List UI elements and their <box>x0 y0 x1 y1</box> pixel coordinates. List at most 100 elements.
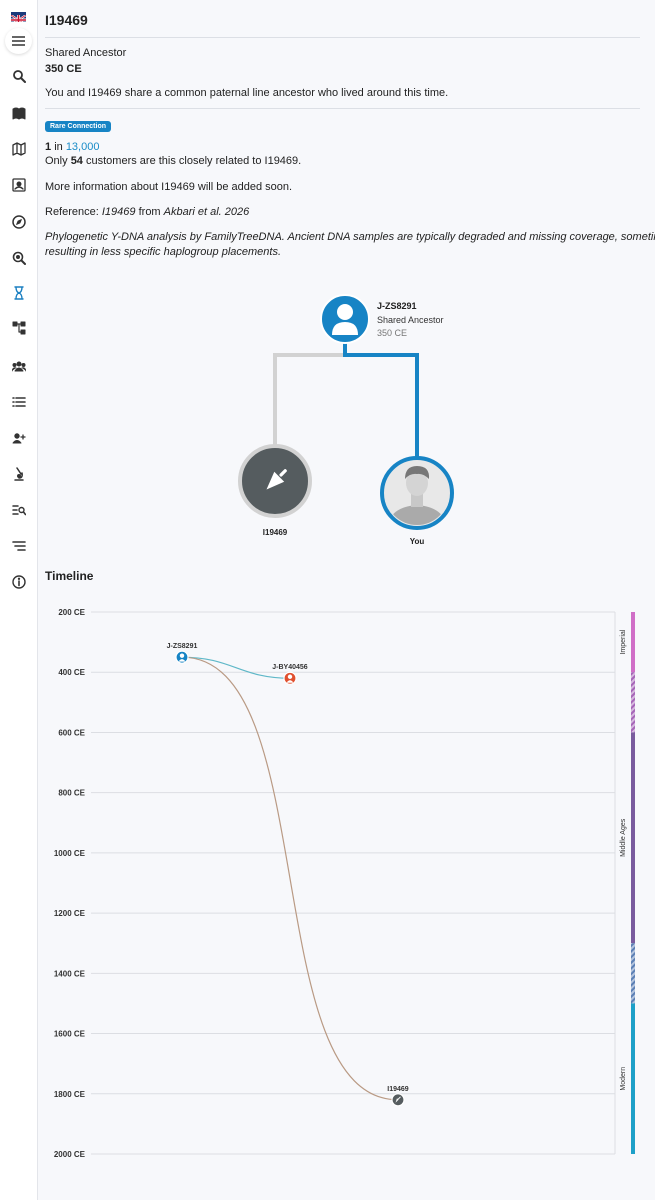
timeline-node[interactable]: J-BY40456 <box>272 664 308 685</box>
search-icon <box>13 70 26 83</box>
rare-connection-badge: Rare Connection <box>45 121 112 132</box>
ancestor-node[interactable] <box>320 294 370 344</box>
timeline-tick-label: 600 CE <box>58 728 85 737</box>
sidebar-portrait-button[interactable] <box>9 175 29 195</box>
rarity-ratio: 1 in 13,000 <box>45 141 99 153</box>
timeline-title: Timeline <box>45 569 94 583</box>
sort-icon <box>12 541 26 551</box>
reference-sample: I19469 <box>101 206 136 218</box>
portrait-icon <box>12 178 26 192</box>
menu-button[interactable] <box>5 28 32 54</box>
timeline-tick-label: 1400 CE <box>54 969 86 978</box>
timeline-link <box>181 656 291 679</box>
trowel-icon <box>266 469 287 490</box>
customers-count-text: Only 54 customers are this closely relat… <box>45 155 301 167</box>
group-icon <box>12 361 26 372</box>
sidebar-list-button[interactable] <box>9 392 29 412</box>
sidebar-group-button[interactable] <box>9 356 29 376</box>
timeline-tick-label: 2000 CE <box>54 1150 86 1159</box>
ratio-value: 13,000 <box>65 141 100 153</box>
sidebar-microscope-button[interactable] <box>9 464 29 484</box>
you-label: You <box>410 537 425 546</box>
ancestor-label: Shared Ancestor <box>377 315 444 325</box>
sidebar-search-button[interactable] <box>9 66 29 86</box>
era-bar[interactable] <box>631 672 635 733</box>
era-label: Imperial <box>620 629 627 654</box>
person-icon <box>286 674 294 683</box>
relationship-tree: J-ZS8291 Shared Ancestor 350 CE I19469 <box>238 294 454 546</box>
sample-label: I19469 <box>263 528 288 537</box>
ratio-in: in <box>54 141 63 153</box>
era-bar[interactable] <box>631 943 635 1004</box>
reference-mid: from <box>138 206 161 218</box>
divider <box>45 108 640 109</box>
phylo-text-line2: resulting in less specific haplogroup pl… <box>45 246 282 258</box>
list-icon <box>12 397 26 407</box>
book-icon <box>12 107 26 120</box>
ratio-prefix: 1 <box>45 141 52 153</box>
reference-prefix: Reference: <box>45 206 99 218</box>
era-bar[interactable] <box>631 612 635 673</box>
sidebar-search-list-button[interactable] <box>9 500 29 520</box>
reference-text: Reference: I19469 from Akbari et al. 202… <box>45 206 249 218</box>
timeline-tick-label: 800 CE <box>58 789 85 798</box>
timeline-tick-label: 200 CE <box>58 608 85 617</box>
timeline-tick-label: 1800 CE <box>54 1090 86 1099</box>
era-label: Middle Ages <box>620 818 627 857</box>
shared-ancestor-date: 350 CE <box>45 63 82 75</box>
shared-ancestor-description: You and I19469 share a common paternal l… <box>45 87 449 99</box>
timeline-node[interactable]: J-ZS8291 <box>167 643 198 664</box>
trowel-icon <box>395 1096 401 1103</box>
timeline-node[interactable]: I19469 <box>387 1086 409 1107</box>
sidebar-info-button[interactable] <box>9 572 29 592</box>
right-branch-line <box>343 343 419 460</box>
timeline-tick-label: 1600 CE <box>54 1030 86 1039</box>
phylo-text-line1: Phylogenetic Y-DNA analysis by FamilyTre… <box>45 231 655 243</box>
uk-flag-icon[interactable] <box>11 12 26 22</box>
sample-node[interactable] <box>238 444 312 518</box>
compass-icon <box>12 215 26 229</box>
people-icon <box>12 433 26 444</box>
sidebar-book-button[interactable] <box>9 103 29 123</box>
person-icon <box>332 304 358 335</box>
sidebar-sort-button[interactable] <box>9 536 29 556</box>
ancestor-name: J-ZS8291 <box>377 301 417 311</box>
sidebar-hourglass-button[interactable] <box>9 283 29 303</box>
sidebar-compass-button[interactable] <box>9 212 29 232</box>
timeline-tick-label: 1000 CE <box>54 849 86 858</box>
divider <box>45 37 640 38</box>
timeline-tick-label: 400 CE <box>58 668 85 677</box>
sidebar <box>0 0 38 1200</box>
left-branch-line <box>273 343 347 448</box>
search-list-icon <box>12 505 26 516</box>
timeline-node-label: J-ZS8291 <box>167 643 198 650</box>
timeline-node-label: I19469 <box>387 1086 409 1093</box>
tree-left-branch <box>273 343 347 448</box>
radar-icon <box>12 251 26 265</box>
info-icon <box>12 575 26 589</box>
timeline-tick-label: 1200 CE <box>54 909 86 918</box>
person-icon <box>178 653 186 662</box>
sidebar-map-button[interactable] <box>9 139 29 159</box>
era-bar[interactable] <box>631 732 635 944</box>
microscope-icon <box>14 467 24 481</box>
sidebar-radar-button[interactable] <box>9 248 29 268</box>
hamburger-icon <box>12 36 25 46</box>
era-bar[interactable] <box>631 1003 635 1154</box>
tree-right-branch <box>343 343 419 460</box>
ancestor-date: 350 CE <box>377 328 407 338</box>
customers-prefix: Only <box>45 155 68 167</box>
map-icon <box>12 142 26 156</box>
timeline-chart: 200 CE 400 CE 600 CE 800 CE 1000 CE 1200 CE 14… <box>54 608 635 1159</box>
more-info-text: More information about I19469 will be ad… <box>45 181 293 193</box>
tree-icon <box>12 321 26 335</box>
reference-source[interactable]: Akbari et al. 2026 <box>163 206 250 218</box>
timeline-node-label: J-BY40456 <box>272 664 308 671</box>
shared-ancestor-label: Shared Ancestor <box>45 47 127 59</box>
sidebar-people-button[interactable] <box>9 428 29 448</box>
page-title: I19469 <box>45 12 88 28</box>
sidebar-tree-button[interactable] <box>9 318 29 338</box>
you-node[interactable] <box>380 456 454 530</box>
timeline-link <box>181 656 399 1101</box>
customers-count: 54 <box>70 155 83 167</box>
